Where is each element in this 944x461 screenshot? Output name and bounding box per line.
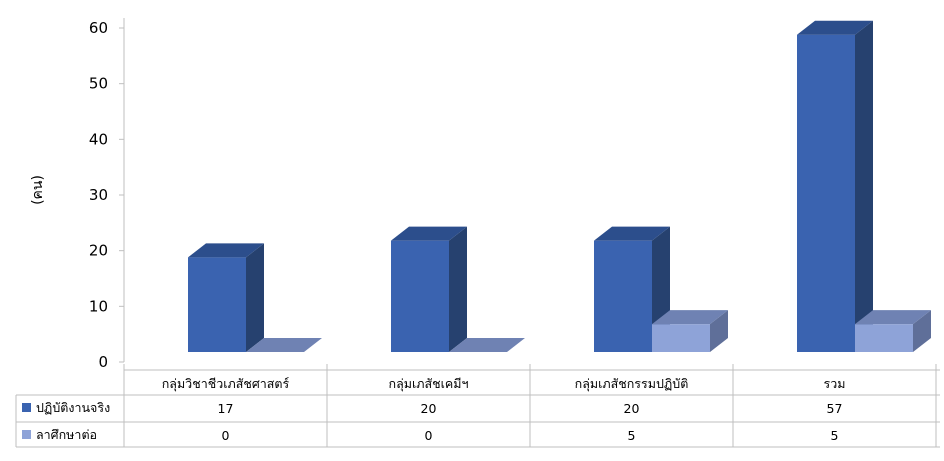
bar (652, 310, 728, 352)
bar (797, 20, 873, 352)
table-cell-value: 0 (425, 428, 433, 443)
bars (188, 20, 931, 352)
category-label: รวม (824, 376, 846, 391)
bar (449, 338, 525, 352)
y-tick-label: 0 (98, 353, 108, 371)
legend-swatch (22, 403, 31, 412)
table-cell-value: 5 (628, 428, 636, 443)
legend-swatch (22, 430, 31, 439)
y-tick-label: 50 (89, 75, 108, 93)
table-cell-value: 20 (624, 401, 640, 416)
y-tick-label: 20 (89, 242, 108, 260)
table-cell-value: 20 (421, 401, 437, 416)
legend-label: ลาศึกษาต่อ (36, 427, 97, 442)
table-cell-value: 5 (831, 428, 839, 443)
y-tick-label: 10 (89, 297, 108, 315)
table-cell-value: 0 (222, 428, 230, 443)
legend-label: ปฏิบัติงานจริง (36, 400, 110, 415)
y-tick-label: 40 (89, 130, 108, 148)
y-axis-label: (คน) (30, 175, 46, 205)
category-label: กลุ่มเภสัชเคมีฯ (389, 376, 469, 392)
y-tick-label: 30 (89, 186, 108, 204)
data-table: กลุ่มวิชาชีวเภสัชศาสตร์ กลุ่มเภสัชเคมีฯ กล… (15, 364, 940, 448)
y-axis: 0 10 20 30 40 50 60 (89, 18, 125, 371)
bar (391, 226, 467, 352)
table-cell-value: 57 (827, 401, 843, 416)
bar (188, 243, 264, 352)
category-label: กลุ่มเภสัชกรรมปฏิบัติ (575, 376, 689, 392)
bar (246, 338, 322, 352)
y-tick-label: 60 (89, 19, 108, 37)
bar (855, 310, 931, 352)
category-label: กลุ่มวิชาชีวเภสัชศาสตร์ (162, 376, 290, 392)
table-cell-value: 17 (218, 401, 234, 416)
